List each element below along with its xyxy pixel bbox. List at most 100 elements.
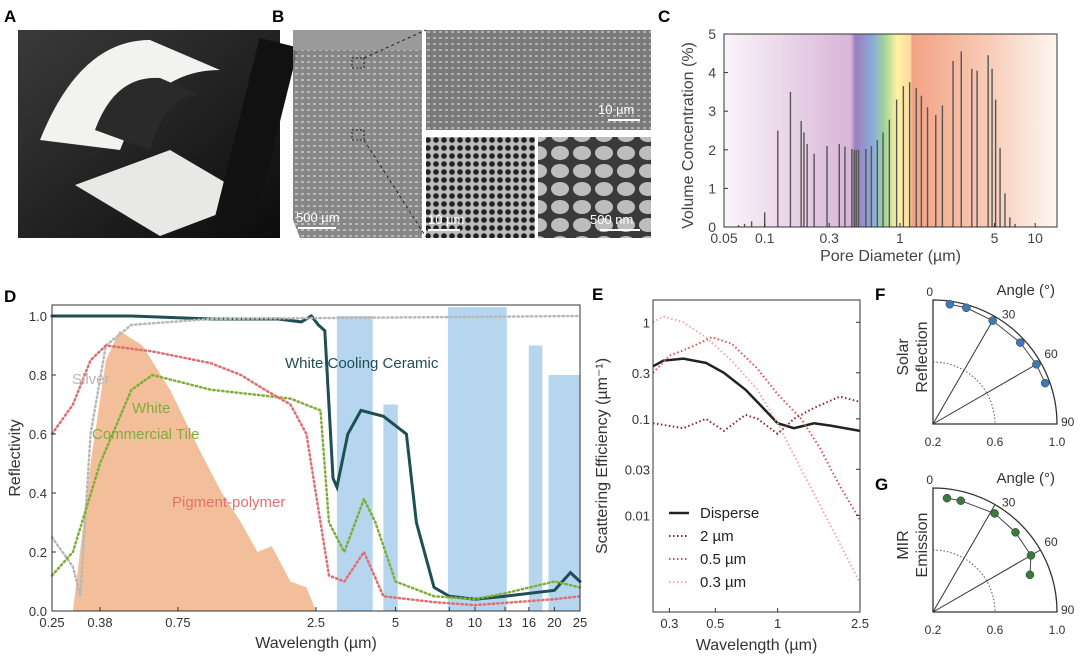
series-label: Commercial Tile	[92, 426, 200, 443]
angle-axis-label: Angle (°)	[996, 470, 1055, 487]
data-point	[962, 303, 971, 313]
y-axis-label: Scattering Efficiency (µm⁻¹)	[594, 358, 611, 554]
panel-label-e: E	[592, 285, 603, 304]
y-tick-label: 0.2	[29, 545, 47, 560]
series-line-0-3-m	[652, 315, 861, 584]
polar-frame	[932, 299, 1058, 425]
angle-tick-label: 60	[1044, 535, 1058, 549]
x-tick-label: 0.5	[706, 616, 724, 631]
sem-grains-inset	[538, 137, 651, 238]
atmospheric-window-band	[383, 404, 398, 611]
x-tick-label: 10	[1027, 230, 1043, 246]
series-label: Pigment-polymer	[172, 494, 285, 511]
sem-pores-inset	[426, 137, 535, 238]
y-axis-label-line1: MIR	[895, 530, 912, 559]
x-tick-label: 0.05	[710, 230, 737, 246]
y-tick-label: 0.8	[29, 368, 47, 383]
y-tick-label: 1.0	[29, 309, 47, 324]
series-line-0-5-m	[652, 336, 861, 521]
y-tick-label: 3	[708, 103, 716, 119]
x-tick-label: 20	[547, 615, 561, 630]
x-tick-label: 16	[522, 615, 536, 630]
series-label: White	[132, 400, 170, 417]
y-axis-label: Reflectivity	[7, 419, 24, 496]
y-tick-label: 1	[643, 315, 650, 330]
legend-label: 2 µm	[700, 528, 734, 545]
x-tick-label: 0.38	[87, 615, 112, 630]
legend-label: Disperse	[700, 505, 759, 522]
x-tick-label: 0.3	[660, 616, 678, 631]
data-point	[1025, 570, 1035, 580]
photo-ceramic-sample	[18, 30, 299, 238]
series-line	[946, 497, 1032, 575]
chart-e-scattering: 0.3 0.5 1 2.5 0.01 0.03 0.1 0.3 1 Wavelength (µm)…	[594, 299, 869, 654]
x-tick-label: 0.25	[39, 615, 64, 630]
polar-frame	[932, 487, 1058, 613]
y-tick-label: 0.01	[625, 508, 650, 523]
x-axis-label: Pore Diameter (µm)	[820, 248, 961, 265]
data-point	[945, 300, 955, 309]
series-label: White Cooling Ceramic	[285, 355, 439, 372]
y-tick-label: 4	[708, 65, 716, 81]
atmospheric-window-band	[548, 375, 580, 611]
radial-tick-label: 0.2	[925, 623, 942, 637]
legend-label: 0.5 µm	[700, 551, 746, 568]
panel-label-d: D	[4, 287, 16, 306]
data-point	[1032, 360, 1041, 369]
polar-grid-arc	[932, 549, 996, 613]
y-tick-label: 0	[708, 219, 716, 235]
data-point	[1016, 338, 1025, 347]
panel-label-g: G	[875, 475, 888, 494]
data-point	[988, 316, 997, 325]
plot-frame	[652, 299, 861, 613]
angle-axis-label: Angle (°)	[996, 282, 1055, 299]
polar-spoke	[932, 504, 996, 613]
y-tick-label: 0.0	[29, 604, 47, 619]
x-tick-label: 5	[392, 615, 399, 630]
panel-label-a: A	[4, 7, 16, 26]
data-point	[1011, 528, 1020, 537]
angle-tick-label: 0	[926, 473, 933, 487]
plot-frame	[723, 33, 1058, 228]
angle-tick-label: 30	[1002, 496, 1016, 510]
sem-surface-inset	[426, 30, 651, 130]
x-tick-label: 10	[468, 615, 482, 630]
x-tick-label: 8	[446, 615, 453, 630]
x-tick-label: 0.3	[819, 230, 839, 246]
angle-tick-label: 90	[1061, 603, 1075, 617]
series-line-Disperse	[652, 357, 861, 433]
y-axis-label: Volume Concentration (%)	[680, 42, 697, 229]
chart-g-mir-emission: 0 30 60 90 0.2 0.6 1.0 Angle (°) MIR Emission	[895, 470, 1075, 637]
chart-f-solar-reflection: 0 30 60 90 0.2 0.6 1.0 Angle (°) Solar Reflection	[895, 282, 1075, 449]
scalebar-label: 10 µm	[598, 102, 634, 117]
y-tick-label: 0.3	[632, 366, 650, 381]
x-tick-label: 13	[498, 615, 512, 630]
y-tick-label: 0.03	[625, 462, 650, 477]
y-tick-label: 5	[708, 26, 716, 42]
series-line-pigment-polymer	[50, 344, 582, 607]
sem-cross-section	[293, 30, 422, 238]
x-tick-label: 1	[774, 616, 781, 631]
radial-tick-label: 1.0	[1049, 435, 1066, 449]
x-tick-label: 0.1	[755, 230, 775, 246]
scalebar-label: 500 µm	[296, 210, 340, 225]
series-line-white-cooling-ceramic	[50, 314, 582, 601]
x-tick-label: 2.5	[307, 615, 325, 630]
y-tick-label: 2	[708, 142, 716, 158]
series-line-white-commercial-tile	[50, 373, 582, 601]
x-tick-label: 25	[573, 615, 587, 630]
panel-label-f: F	[875, 285, 885, 304]
data-point	[990, 509, 999, 518]
spectrum-background	[724, 34, 1057, 227]
legend-label: 0.3 µm	[700, 574, 746, 591]
data-point	[1040, 378, 1050, 388]
data-point	[1026, 551, 1036, 560]
series-label: Silver	[72, 371, 110, 388]
scalebar-label: 10 µm	[428, 212, 464, 227]
polar-grid-arc	[932, 361, 996, 425]
y-tick-label: 0.6	[29, 427, 47, 442]
series-line	[949, 303, 1046, 384]
angle-tick-label: 30	[1002, 308, 1016, 322]
sem-images: 500 µm 10 µm 10 µm 500 nm	[293, 29, 651, 238]
x-tick-label: 2.5	[851, 616, 869, 631]
